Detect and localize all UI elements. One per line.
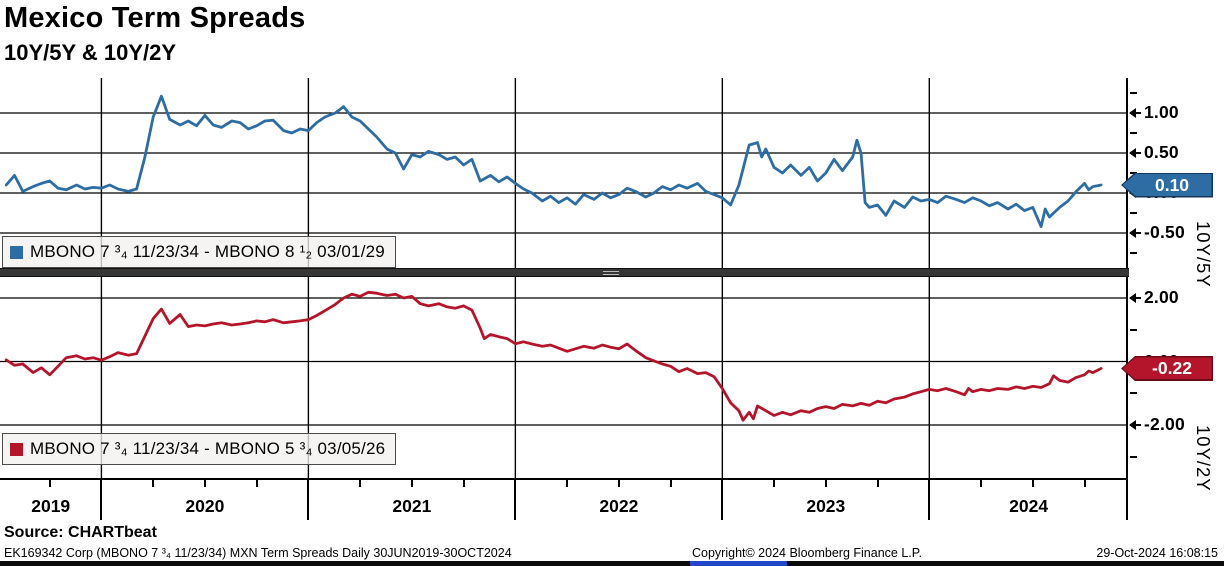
spread-line-10y2y [4,290,1103,422]
year-boundary-line [928,480,931,520]
y-tick-label: 1.00 [1144,102,1179,122]
y-tick-label: 0.50 [1144,142,1179,162]
quarter-tick [566,480,569,487]
chart-subtitle: 10Y/5Y & 10Y/2Y [4,40,177,65]
panel-10y5y-plot[interactable] [0,78,1128,268]
x-tick-label-year: 2024 [1009,496,1049,516]
y-tick-label: 2.00 [1144,287,1179,307]
x-tick-label-year: 2021 [392,496,432,516]
legend-label: MBONO 7 ³₄ 11/23/34 - MBONO 5 ³₄ 03/05/2… [30,439,386,458]
quarter-tick [203,480,206,487]
legend-swatch-red-icon [10,442,23,456]
source-label: Source: CHARTbeat [4,524,157,541]
quarter-tick [980,480,983,487]
quarter-tick [876,480,879,487]
security-description: EK169342 Corp (MBONO 7 ³₄ 11/23/34) MXN … [4,546,512,560]
legend-swatch-blue-icon [10,245,23,259]
chart-title: Mexico Term Spreads [4,2,306,34]
legend-10y5y[interactable]: MBONO 7 ³₄ 11/23/34 - MBONO 8 ¹₂ 03/01/2… [2,236,396,268]
y-tick-label: -0.50 [1144,222,1185,242]
quarter-tick [1031,480,1034,487]
timestamp: 29-Oct-2024 16:08:15 [1096,546,1218,560]
quarter-tick [824,480,827,487]
quarter-tick [773,480,776,487]
year-boundary-line [307,480,310,520]
x-tick-label-year: 2023 [806,496,846,516]
quarter-tick [669,480,672,487]
copyright-text: Copyright© 2024 Bloomberg Finance L.P. [692,546,922,560]
year-boundary-line [100,480,103,520]
axis-title-10y2y: 10Y/2Y [1193,424,1214,492]
quarter-tick [152,480,155,487]
y-tick-label: -2.00 [1144,414,1185,434]
axis-title-10y5y: 10Y/5Y [1193,220,1214,288]
quarter-tick [410,480,413,487]
last-value-tag-10y2y: -0.22 [1121,355,1213,381]
year-boundary-line [721,480,724,520]
last-value-tag-10y5y: 0.10 [1121,172,1213,198]
line-chart-10y5y [0,78,1128,268]
quarter-tick [617,480,620,487]
quarter-tick [462,480,465,487]
quarter-tick [48,480,51,487]
right-value-axis: 10Y/5Y 10Y/2Y 0.10 -0.22 1.000.500.00-0.… [1121,78,1224,491]
legend-label: MBONO 7 ³₄ 11/23/34 - MBONO 8 ¹₂ 03/01/2… [30,242,385,261]
quarter-tick [359,480,362,487]
year-boundary-line [514,480,517,520]
bottom-edge-bar [0,561,1224,566]
panel-drag-handle[interactable] [603,271,619,275]
x-axis-years: 2019 2020 2021 2022 2023 2024 [0,478,1128,520]
panel-separator [0,268,1129,277]
x-tick-label-year: 2020 [185,496,225,516]
status-bar: EK169342 Corp (MBONO 7 ³₄ 11/23/34) MXN … [0,546,1224,562]
quarter-tick [255,480,258,487]
bottom-edge-blue-segment [690,561,787,566]
quarter-tick [1083,480,1086,487]
x-tick-label-year: 2019 [31,496,71,516]
x-tick-label-year: 2022 [599,496,639,516]
spread-line-10y5y [4,94,1103,229]
legend-10y2y[interactable]: MBONO 7 ³₄ 11/23/34 - MBONO 5 ³₄ 03/05/2… [2,433,397,465]
